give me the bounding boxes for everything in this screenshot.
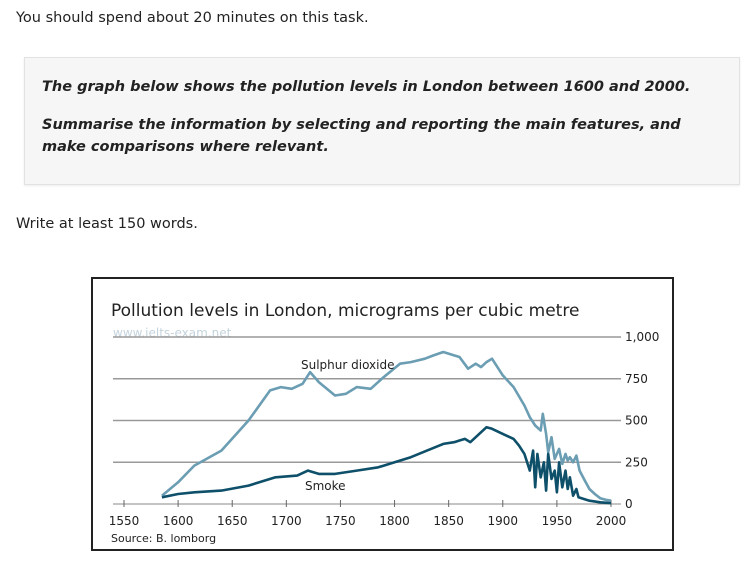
series-label-sulphur-dioxide: Sulphur dioxide — [301, 358, 395, 372]
task-prompt-line-2: Summarise the information by selecting a… — [42, 117, 681, 155]
y-tick-label: 250 — [625, 455, 648, 469]
y-tick-label: 750 — [625, 372, 648, 386]
series-line-smoke — [161, 425, 612, 505]
x-tick-label: 1750 — [325, 514, 356, 528]
y-tick-label: 500 — [625, 414, 648, 428]
y-tick-label: 1,000 — [625, 330, 659, 344]
x-tick-label: 1950 — [542, 514, 573, 528]
word-limit-text: Write at least 150 words. — [16, 216, 198, 232]
x-tick-label: 1800 — [379, 514, 410, 528]
task-prompt-box: The graph below shows the pollution leve… — [24, 57, 740, 185]
data-series — [161, 350, 612, 505]
x-tick-label: 1600 — [163, 514, 194, 528]
x-tick-label: 1900 — [488, 514, 519, 528]
x-tick-label: 1650 — [217, 514, 248, 528]
y-tick-label: 0 — [625, 497, 633, 511]
series-label-smoke: Smoke — [305, 479, 346, 493]
x-tick-label: 1700 — [271, 514, 302, 528]
x-tick-label: 2000 — [596, 514, 627, 528]
series-line-sulphur-dioxide — [161, 350, 612, 502]
x-axis: 1550 1600 1650 1700 1750 1800 1850 1900 1950 2000 — [109, 500, 627, 528]
pollution-chart: Pollution levels in London, micrograms p… — [91, 277, 674, 551]
watermark-text: www.ielts-exam.net — [113, 326, 232, 340]
source-note: Source: B. lomborg — [111, 532, 216, 545]
x-tick-label: 1850 — [433, 514, 464, 528]
chart-canvas: Pollution levels in London, micrograms p… — [109, 301, 660, 545]
chart-title: Pollution levels in London, micrograms p… — [111, 301, 579, 321]
x-tick-label: 1550 — [109, 514, 140, 528]
task-prompt-line-1: The graph below shows the pollution leve… — [42, 79, 691, 95]
instructions-text: You should spend about 20 minutes on thi… — [16, 10, 369, 26]
